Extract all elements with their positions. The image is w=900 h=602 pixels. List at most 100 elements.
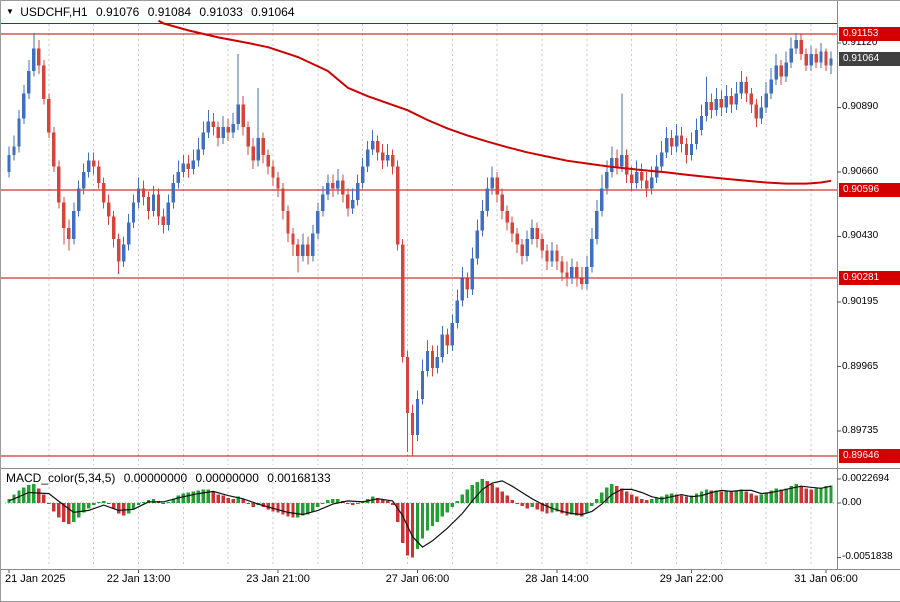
candle-body bbox=[784, 62, 788, 77]
macd-histogram-bar bbox=[679, 495, 684, 503]
macd-histogram-bar bbox=[395, 503, 400, 522]
level-price-badge: 0.89646 bbox=[839, 448, 900, 463]
candle-body bbox=[156, 194, 161, 217]
candle-body bbox=[341, 180, 345, 195]
candle-body bbox=[550, 250, 554, 262]
macd-histogram-bar bbox=[724, 490, 729, 503]
macd-histogram-bar bbox=[540, 503, 544, 512]
chart-menu-icon[interactable]: ▼ bbox=[6, 7, 14, 16]
candle-body bbox=[32, 48, 36, 72]
macd-histogram-bar bbox=[470, 485, 475, 503]
candle-body bbox=[575, 267, 579, 279]
macd-histogram-bar bbox=[575, 503, 579, 516]
macd-value-3: 0.00168133 bbox=[267, 471, 331, 485]
macd-histogram-bar bbox=[306, 503, 310, 515]
macd-histogram-bar bbox=[286, 503, 290, 517]
macd-histogram-bar bbox=[819, 487, 823, 503]
candle-body bbox=[7, 155, 11, 172]
macd-histogram-bar bbox=[649, 498, 654, 503]
candle-body bbox=[286, 211, 290, 234]
macd-histogram-bar bbox=[231, 498, 235, 503]
macd-histogram-bar bbox=[605, 487, 609, 503]
macd-histogram-bar bbox=[291, 503, 295, 518]
macd-histogram-bar bbox=[455, 500, 460, 503]
macd-signal-line bbox=[8, 480, 832, 548]
candle-body bbox=[819, 51, 823, 63]
candle-body bbox=[291, 233, 295, 245]
candle-body bbox=[271, 166, 275, 178]
macd-histogram-bar bbox=[435, 503, 440, 522]
candle-body bbox=[659, 152, 664, 167]
chart-header: ▼ USDCHF,H1 0.91076 0.91084 0.91033 0.91… bbox=[6, 5, 300, 19]
time-axis-label: 23 Jan 21:00 bbox=[246, 573, 310, 585]
macd-histogram-bar bbox=[759, 494, 763, 503]
macd-histogram-bar bbox=[515, 503, 519, 504]
candle-body bbox=[131, 202, 136, 223]
candle-body bbox=[141, 188, 146, 198]
macd-histogram-bar bbox=[420, 503, 425, 539]
candle-body bbox=[410, 412, 415, 436]
macd-histogram-bar bbox=[186, 492, 191, 503]
macd-histogram-bar bbox=[206, 489, 210, 503]
candle-body bbox=[610, 157, 614, 172]
candle-body bbox=[216, 127, 220, 139]
macd-histogram-bar bbox=[410, 503, 415, 558]
macd-histogram-bar bbox=[625, 491, 629, 503]
candle-body bbox=[266, 155, 270, 167]
macd-histogram-bar bbox=[296, 503, 300, 518]
candle-body bbox=[251, 146, 255, 161]
candle-body bbox=[62, 202, 66, 228]
candle-body bbox=[67, 227, 71, 240]
candle-body bbox=[829, 58, 833, 66]
macd-histogram-bar bbox=[111, 503, 116, 509]
candle-body bbox=[500, 194, 504, 212]
macd-histogram-bar bbox=[211, 491, 215, 503]
candle-body bbox=[759, 107, 763, 119]
macd-histogram-bar bbox=[520, 503, 524, 507]
macd-histogram-bar bbox=[635, 496, 639, 503]
candle-body bbox=[236, 104, 240, 125]
macd-histogram-bar bbox=[136, 503, 141, 506]
time-axis-label: 22 Jan 13:00 bbox=[106, 573, 171, 585]
macd-histogram-bar bbox=[276, 503, 280, 513]
candle-body bbox=[171, 183, 176, 203]
macd-histogram-bar bbox=[495, 487, 499, 503]
macd-histogram-bar bbox=[560, 503, 564, 514]
candle-body bbox=[106, 202, 111, 217]
candle-body bbox=[600, 188, 604, 212]
candle-body bbox=[365, 149, 370, 167]
macd-histogram-bar bbox=[555, 503, 559, 512]
candle-body bbox=[630, 174, 634, 184]
candle-body bbox=[370, 141, 375, 150]
macd-histogram-bar bbox=[669, 493, 674, 503]
macd-histogram-bar bbox=[126, 503, 131, 514]
level-price-badge: 0.91153 bbox=[839, 26, 900, 41]
candle-body bbox=[555, 250, 559, 262]
macd-histogram-bar bbox=[216, 494, 220, 503]
candle-body bbox=[804, 54, 808, 66]
macd-histogram-bar bbox=[630, 494, 634, 503]
macd-histogram-bar bbox=[27, 485, 31, 503]
candle-body bbox=[649, 177, 654, 189]
candle-body bbox=[450, 323, 455, 346]
candle-body bbox=[774, 65, 778, 80]
macd-histogram-bar bbox=[440, 503, 445, 517]
macd-histogram-bar bbox=[689, 495, 694, 503]
candle-body bbox=[754, 104, 758, 119]
macd-axis-label: 0.0022694 bbox=[842, 473, 890, 485]
candle-body bbox=[674, 135, 679, 147]
macd-histogram-bar bbox=[181, 493, 186, 503]
candle-body bbox=[400, 244, 405, 357]
candle-body bbox=[595, 211, 599, 240]
candle-body bbox=[749, 93, 753, 105]
level-price-badge: 0.90281 bbox=[839, 271, 900, 286]
candle-body bbox=[375, 141, 380, 153]
macd-histogram-bar bbox=[385, 500, 390, 503]
candle-body bbox=[729, 96, 734, 105]
price-axis-label: 0.91120 bbox=[842, 37, 878, 48]
candle-body bbox=[176, 171, 181, 184]
candle-body bbox=[196, 149, 201, 161]
macd-value-2: 0.00000000 bbox=[195, 471, 259, 485]
